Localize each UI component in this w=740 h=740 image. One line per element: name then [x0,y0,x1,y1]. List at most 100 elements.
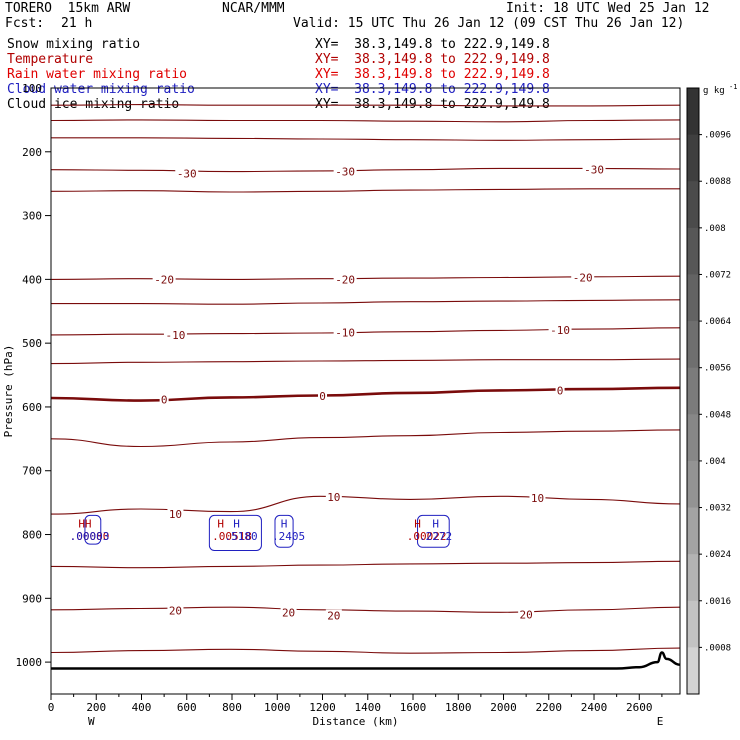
colorbar-unit-exponent: -1 [729,83,737,91]
contour-label-bg [518,608,535,621]
forecast-hour: 21 h [61,16,93,31]
legend-name: Cloud water mixing ratio [7,82,195,97]
y-tick-label: 500 [22,337,42,350]
terrain-surface-line [51,651,681,670]
contour-label-bg [152,273,176,286]
colorbar-swatch [687,507,699,555]
extrema-label: .00518 [212,530,252,543]
colorbar-label: .0032 [704,504,731,514]
contour-label: -20 [573,271,593,284]
contour-label: -30 [584,164,604,177]
contour-label-bg [333,273,357,286]
isotherm-line [50,560,681,569]
x-tick-label: 2200 [536,701,563,714]
model-name: TORERO 15km ARW [5,1,131,16]
contour-label: -20 [335,273,355,286]
isotherm-line [50,606,681,613]
legend-xy: XY= 38.3,149.8 to 222.9,149.8 [315,52,550,67]
isotherm-line [50,358,681,365]
extrema-label: .2405 [272,530,305,543]
contour-label-bg [571,271,595,284]
contour-label-bg [333,165,357,178]
colorbar-swatch [687,554,699,602]
forecast-label: Fcst: [5,16,45,31]
colorbar-swatch [687,181,699,229]
contour-label: 20 [169,604,182,617]
colorbar-label: .0008 [704,643,731,653]
colorbar-label: .0016 [704,597,731,607]
contour-label-bg [529,492,546,505]
x-tick-label: 1000 [264,701,291,714]
east-end-label: E [657,715,664,728]
isotherm-line [50,495,681,515]
extrema-label: H [217,518,224,531]
contour-label: 10 [169,508,182,521]
contour-label: -30 [177,167,197,180]
isotherm-line [51,299,681,305]
contour-label-bg [582,163,606,176]
x-tick-label: 2600 [626,701,653,714]
contour-label-bg [159,393,169,406]
colorbar-swatch [687,647,699,695]
legend-xy: XY= 38.3,149.8 to 222.9,149.8 [315,37,550,52]
legend-xy: XY= 38.3,149.8 to 222.9,149.8 [315,67,550,82]
colorbar-frame [686,87,700,695]
isotherm-group [50,104,681,654]
contour-label-bg [325,609,342,622]
colorbar-swatch [687,367,699,415]
y-tick-label: 400 [22,273,42,286]
contour-label: 10 [531,492,544,505]
colorbar-label: .008 [704,224,726,234]
extrema-label: .00022 [407,530,447,543]
isotherm-line [50,647,681,654]
plot-frame [50,87,681,695]
colorbar-swatch [687,460,699,509]
contour-label-bg [325,490,342,503]
contour-label-bg [175,167,199,180]
x-tick-label: 1600 [400,701,427,714]
y-tick-label: 800 [22,529,42,542]
contour-label: -10 [166,329,186,342]
colorbar-swatch [687,134,699,182]
isotherm-line [50,119,681,123]
extrema-label: H [281,518,288,531]
contour-label-bg [280,606,297,619]
colorbar-label: .0096 [704,131,731,141]
extrema-label: .00080 [70,530,110,543]
x-tick-label: 1400 [355,701,382,714]
y-tick-label: 1000 [16,656,43,669]
contour-label: 0 [557,384,564,397]
y-tick-label: 200 [22,146,42,159]
x-tick-label: 2000 [490,701,517,714]
contour-label-bg [167,508,184,521]
legend-name: Snow mixing ratio [7,37,141,52]
x-tick-label: 400 [132,701,152,714]
y-top-label: 100 [22,82,42,95]
contour-label: -10 [550,324,570,337]
west-end-label: W [88,715,95,728]
y-tick-label: 600 [22,401,42,414]
colorbar-label: .0072 [704,270,731,280]
contour-label-bg [333,326,357,339]
colorbar-swatch [687,227,699,275]
legend-xy: XY= 38.3,149.8 to 222.9,149.8 [315,82,550,97]
contour-label: 0 [161,393,168,406]
cloud-water-contour [417,514,450,548]
y-tick-label: 900 [22,592,42,605]
x-tick-label: 800 [222,701,242,714]
isotherm-line [50,327,681,336]
extrema-label: .5180 [224,530,257,543]
extrema-label: H [414,518,421,531]
legend-xy: XY= 38.3,149.8 to 222.9,149.8 [315,97,550,112]
x-tick-label: 2400 [581,701,608,714]
valid-time: Valid: 15 UTC Thu 26 Jan 12 (09 CST Thu … [293,16,685,31]
contour-label: 0 [319,390,326,403]
isotherm-line [50,386,681,402]
contour-label-bg [318,390,328,403]
legend-name: Temperature [7,52,94,67]
extrema-label: H [432,518,439,531]
extrema-label: .00003 [70,530,110,543]
colorbar-label: .0088 [704,177,731,187]
colorbar-swatch [687,88,699,136]
x-tick-label: 200 [86,701,106,714]
